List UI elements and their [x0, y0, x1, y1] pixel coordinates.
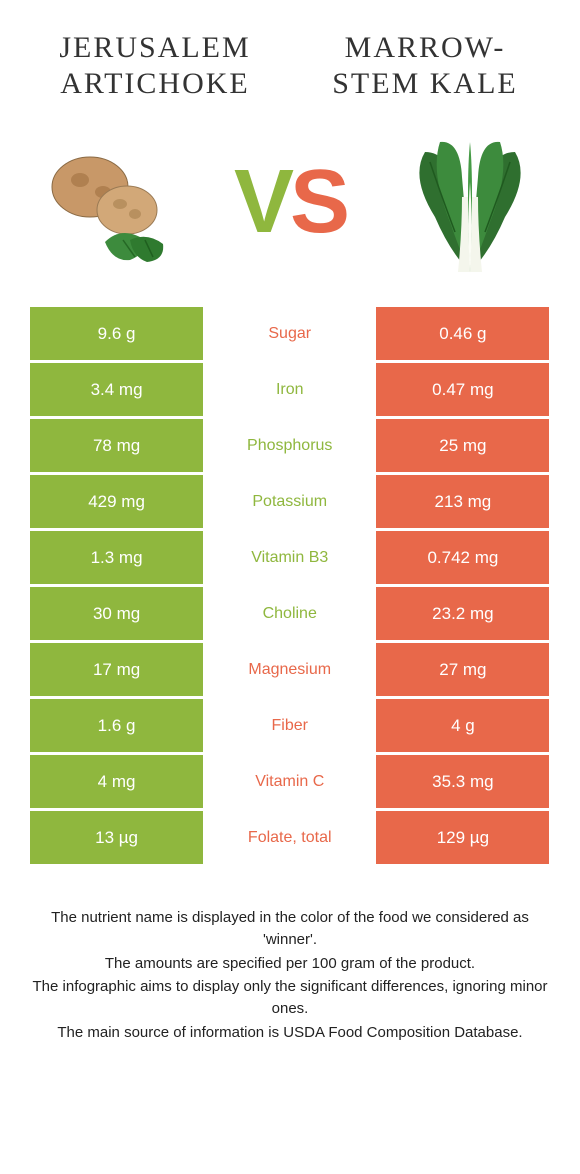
value-left: 17 mg: [30, 643, 203, 696]
nutrient-table: 9.6 gSugar0.46 g3.4 mgIron0.47 mg78 mgPh…: [0, 307, 580, 867]
value-left: 9.6 g: [30, 307, 203, 360]
nutrient-label: Vitamin C: [203, 755, 376, 808]
value-left: 13 µg: [30, 811, 203, 864]
food-title-left: JERUSALEM ARTICHOKE: [40, 30, 270, 102]
nutrient-label: Potassium: [203, 475, 376, 528]
value-left: 30 mg: [30, 587, 203, 640]
food-title-right: MARROW-STEM KALE: [310, 30, 540, 102]
table-row: 30 mgCholine23.2 mg: [30, 587, 550, 643]
value-right: 0.742 mg: [376, 531, 549, 584]
header: JERUSALEM ARTICHOKE MARROW-STEM KALE: [0, 0, 580, 112]
value-left: 4 mg: [30, 755, 203, 808]
table-row: 3.4 mgIron0.47 mg: [30, 363, 550, 419]
table-row: 13 µgFolate, total129 µg: [30, 811, 550, 867]
value-right: 4 g: [376, 699, 549, 752]
visual-row: VS: [0, 112, 580, 307]
value-right: 27 mg: [376, 643, 549, 696]
table-row: 9.6 gSugar0.46 g: [30, 307, 550, 363]
table-row: 4 mgVitamin C35.3 mg: [30, 755, 550, 811]
nutrient-label: Phosphorus: [203, 419, 376, 472]
nutrient-label: Choline: [203, 587, 376, 640]
vs-s: S: [290, 151, 346, 254]
nutrient-label: Magnesium: [203, 643, 376, 696]
footnotes: The nutrient name is displayed in the co…: [0, 867, 580, 1044]
table-row: 78 mgPhosphorus25 mg: [30, 419, 550, 475]
footnote-line: The amounts are specified per 100 gram o…: [30, 953, 550, 975]
value-left: 1.3 mg: [30, 531, 203, 584]
nutrient-label: Sugar: [203, 307, 376, 360]
value-right: 0.47 mg: [376, 363, 549, 416]
footnote-line: The main source of information is USDA F…: [30, 1022, 550, 1044]
nutrient-label: Vitamin B3: [203, 531, 376, 584]
value-left: 78 mg: [30, 419, 203, 472]
table-row: 1.6 gFiber4 g: [30, 699, 550, 755]
value-right: 213 mg: [376, 475, 549, 528]
footnote-line: The infographic aims to display only the…: [30, 976, 550, 1020]
vs-v: V: [234, 151, 290, 254]
value-left: 1.6 g: [30, 699, 203, 752]
value-right: 0.46 g: [376, 307, 549, 360]
table-row: 17 mgMagnesium27 mg: [30, 643, 550, 699]
value-right: 129 µg: [376, 811, 549, 864]
kale-icon: [390, 122, 550, 282]
nutrient-label: Fiber: [203, 699, 376, 752]
value-left: 429 mg: [30, 475, 203, 528]
table-row: 1.3 mgVitamin B30.742 mg: [30, 531, 550, 587]
vs-label: VS: [234, 151, 346, 254]
value-right: 25 mg: [376, 419, 549, 472]
footnote-line: The nutrient name is displayed in the co…: [30, 907, 550, 951]
table-row: 429 mgPotassium213 mg: [30, 475, 550, 531]
nutrient-label: Folate, total: [203, 811, 376, 864]
value-right: 23.2 mg: [376, 587, 549, 640]
nutrient-label: Iron: [203, 363, 376, 416]
value-right: 35.3 mg: [376, 755, 549, 808]
value-left: 3.4 mg: [30, 363, 203, 416]
jerusalem-artichoke-icon: [30, 122, 190, 282]
